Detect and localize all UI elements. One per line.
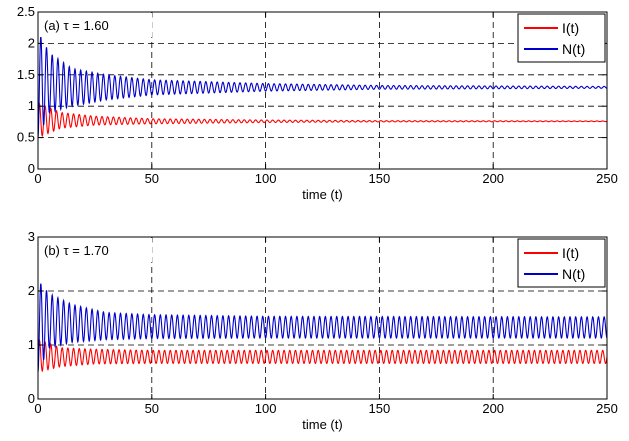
- panel-a-label-bg: [39, 13, 152, 37]
- panel-a-xtick-label: 250: [596, 171, 618, 186]
- panel-b-legend-box: [517, 238, 606, 288]
- panel-b-panel-label: (b) τ = 1.70: [44, 243, 109, 258]
- panel-b-xtick-label: 250: [596, 401, 618, 416]
- panel-b-series-n-line: [37, 283, 608, 373]
- panel-a-xtick-label: 0: [34, 171, 41, 186]
- panel-b-legend: I(t) N(t): [517, 238, 606, 288]
- panel-a-legend-box: [517, 13, 606, 63]
- panel-a-legend-label: I(t): [562, 20, 579, 36]
- panel-a-xtick-label: 200: [482, 171, 504, 186]
- panel-b-xtick-label: 200: [482, 401, 504, 416]
- panel-b-xtick-label: 0: [34, 401, 41, 416]
- panel-b-series-i-line: [37, 338, 608, 373]
- panel-a-xtick-label: 100: [255, 171, 277, 186]
- panel-b-chart: 0 50 100 150 200 250 0 1 2 3 time (t) (b) τ = 1.70 I…: [28, 229, 618, 432]
- panel-b-ytick-label: 3: [28, 229, 35, 244]
- panel-a-panel-label: (a) τ = 1.60: [44, 18, 109, 33]
- panel-a-ytick-label: 0.5: [17, 130, 35, 145]
- panel-b-legend-label: I(t): [562, 245, 579, 261]
- panel-a-ytick-label: 1.5: [17, 67, 35, 82]
- panel-a-xtick-label: 150: [369, 171, 391, 186]
- panel-a-axes-frame: [37, 11, 608, 170]
- panel-a-ytick-label: 2.5: [17, 4, 35, 19]
- panel-a-series-n-line: [37, 36, 608, 138]
- panel-a-legend: I(t) N(t): [517, 13, 606, 63]
- panel-b-ytick-label: 1: [28, 337, 35, 352]
- panel-b-xtick-label: 100: [255, 401, 277, 416]
- panel-b-xtick-label: 150: [369, 401, 391, 416]
- panel-a-chart: 0 50 100 150 200 250 0 0.5 1 1.5 2 2.5 time (t) (a) τ…: [17, 4, 618, 202]
- panel-b-axes-frame: [37, 236, 608, 400]
- panel-a-ytick-label: 1: [28, 98, 35, 113]
- panel-a-series-i-line: [37, 102, 608, 138]
- panel-b-ytick-label: 2: [28, 283, 35, 298]
- panel-a-ytick-label: 2: [28, 35, 35, 50]
- panel-b-ytick-label: 0: [28, 391, 35, 406]
- panel-b-xtick-label: 50: [145, 401, 159, 416]
- panel-a-legend-label: N(t): [562, 41, 585, 57]
- panel-a-xlabel: time (t): [302, 187, 342, 202]
- panel-b-legend-label: N(t): [562, 266, 585, 282]
- panel-a-ytick-label: 0: [28, 161, 35, 176]
- panel-a-xtick-label: 50: [145, 171, 159, 186]
- panel-b-xlabel: time (t): [302, 417, 342, 432]
- panel-b-label-bg: [39, 238, 152, 262]
